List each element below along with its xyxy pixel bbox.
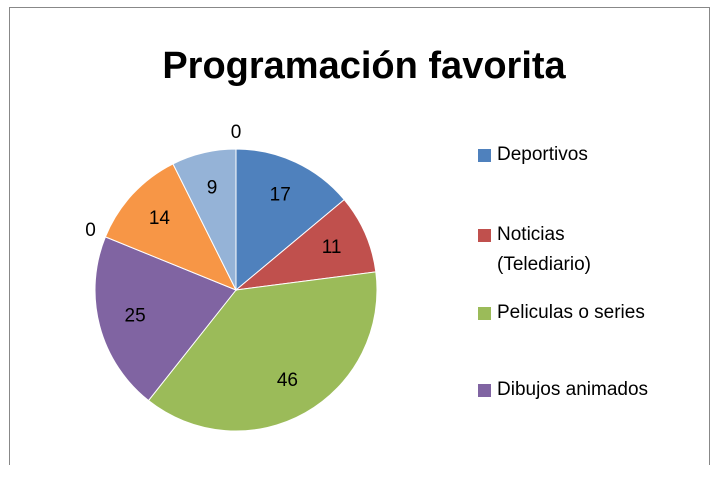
pie-slice	[147, 271, 378, 432]
pie-slice	[104, 163, 238, 291]
legend-label: Deportivos	[497, 144, 588, 165]
data-label: 17	[270, 185, 291, 206]
legend-swatch	[478, 307, 491, 320]
data-label: 9	[207, 177, 218, 198]
data-label: 0	[85, 220, 96, 241]
legend-item: Noticias (Telediario)	[478, 220, 617, 280]
data-label: 0	[231, 122, 242, 143]
pie-slice	[94, 236, 237, 402]
data-label: 11	[322, 237, 342, 258]
pie-slice	[172, 148, 237, 291]
legend-label: Dibujos animados	[497, 379, 649, 400]
legend-swatch	[478, 384, 491, 397]
legend-item: Dibujos animados	[478, 375, 697, 405]
chart-title: Programación favorita	[162, 45, 566, 87]
data-label: 25	[125, 306, 146, 327]
legend-label: Peliculas o series	[497, 302, 645, 323]
legend-item: Peliculas o series	[478, 298, 697, 328]
legend-label: Noticias (Telediario)	[497, 224, 591, 275]
pie-slice	[235, 148, 345, 292]
pie-slice	[234, 198, 377, 291]
data-label: 46	[277, 370, 298, 391]
legend-swatch	[478, 149, 491, 162]
legend-swatch	[478, 229, 491, 242]
chart-border	[9, 7, 710, 465]
legend-item: Deportivos	[478, 140, 697, 170]
data-label: 14	[149, 208, 171, 229]
